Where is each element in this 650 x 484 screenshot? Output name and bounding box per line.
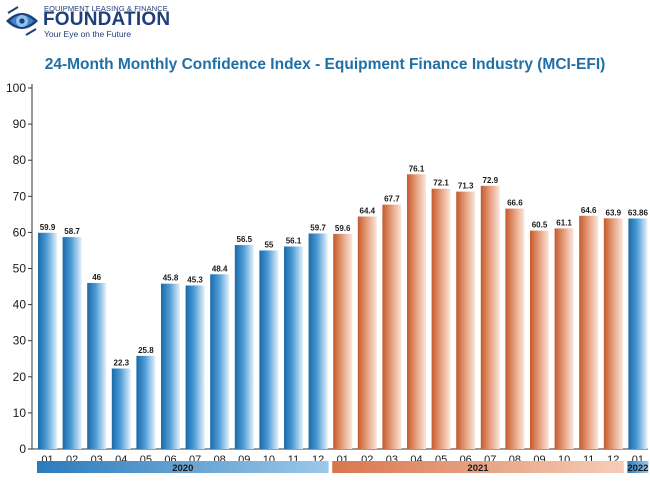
year-band (332, 461, 624, 473)
bar-data-label: 72.1 (433, 179, 449, 188)
bar-data-label: 48.4 (212, 264, 228, 273)
bar (308, 233, 328, 449)
bar-data-label: 45.8 (163, 274, 179, 283)
year-bands-group: 2020 2021 2022 (37, 461, 648, 474)
bar-data-label: 71.3 (458, 182, 474, 191)
y-tick-label: 0 (19, 442, 26, 456)
y-tick-label: 80 (13, 153, 27, 167)
y-tick-label: 20 (13, 370, 27, 384)
bar (185, 285, 205, 449)
x-tick-label: 11 (288, 454, 299, 466)
bar-data-label: 56.5 (237, 235, 253, 244)
bar (382, 204, 402, 449)
bar (111, 368, 131, 449)
y-tick-label: 70 (13, 189, 27, 203)
bar-data-label: 25.8 (138, 346, 154, 355)
bar-data-label: 61.1 (556, 218, 572, 227)
bar-data-label: 60.5 (532, 221, 548, 230)
x-tick-label: 11 (583, 454, 594, 466)
bar-data-label: 45.3 (187, 275, 203, 284)
bar-data-label: 63.86 (628, 208, 649, 217)
data-labels-group: 59.9 58.7 46 22.3 25.8 45.8 45.3 48.4 56.5 55 56.1… (40, 164, 649, 367)
bar-data-label: 59.9 (40, 223, 56, 232)
bar-data-label: 59.6 (335, 224, 351, 233)
bar-data-label: 22.3 (114, 358, 130, 367)
logo-tagline: Your Eye on the Future (44, 29, 132, 39)
bar-data-label: 56.1 (286, 236, 302, 245)
bar (136, 355, 156, 449)
bar-data-label: 72.9 (483, 176, 499, 185)
bar (38, 232, 57, 449)
bar-data-label: 67.7 (384, 195, 400, 204)
bar (357, 216, 377, 449)
bar (210, 274, 230, 449)
y-tick-label: 90 (13, 117, 27, 131)
bar (234, 245, 254, 449)
bar (554, 228, 574, 449)
bar-data-label: 64.4 (360, 207, 376, 216)
y-tick-label: 30 (13, 334, 27, 348)
y-tick-label: 10 (13, 406, 27, 420)
foundation-logo: EQUIPMENT LEASING & FINANCE FOUNDATION Y… (4, 3, 204, 39)
bar (530, 230, 549, 449)
y-tick-label: 50 (13, 262, 27, 276)
bar (407, 174, 426, 450)
bar (284, 246, 303, 449)
bar-data-label: 64.6 (581, 206, 597, 215)
logo-subtitle: EQUIPMENT LEASING & FINANCE (44, 4, 168, 13)
bar (603, 218, 623, 449)
bar (505, 208, 525, 449)
eye-logo-icon (4, 3, 40, 39)
chart-title: 24-Month Monthly Confidence Index - Equi… (44, 56, 606, 73)
year-label: 2022 (627, 463, 648, 474)
bar (62, 237, 82, 449)
logo-name: FOUNDATION (43, 9, 171, 30)
year-label: 2021 (467, 463, 489, 474)
bar (259, 250, 279, 449)
bar (431, 188, 451, 449)
bar-data-label: 76.1 (409, 164, 425, 173)
y-tick-label: 40 (13, 298, 27, 312)
bar (456, 191, 476, 449)
bar-data-label: 55 (264, 240, 273, 249)
year-band (37, 461, 329, 473)
bar-data-label: 66.6 (507, 199, 523, 208)
bar-data-label: 46 (92, 273, 101, 282)
bar (87, 282, 107, 449)
y-tick-label: 100 (6, 81, 26, 95)
bar (579, 215, 599, 449)
bar-data-label: 59.7 (310, 223, 326, 232)
bar-data-label: 58.7 (64, 227, 80, 236)
bar-data-label: 63.9 (606, 208, 622, 217)
bar (480, 185, 500, 449)
year-label: 2020 (172, 463, 193, 474)
bar (628, 218, 648, 449)
bar (161, 283, 180, 449)
year-band (627, 461, 649, 473)
bar (333, 233, 353, 449)
y-tick-label: 60 (13, 225, 27, 239)
bars-group (38, 174, 648, 450)
